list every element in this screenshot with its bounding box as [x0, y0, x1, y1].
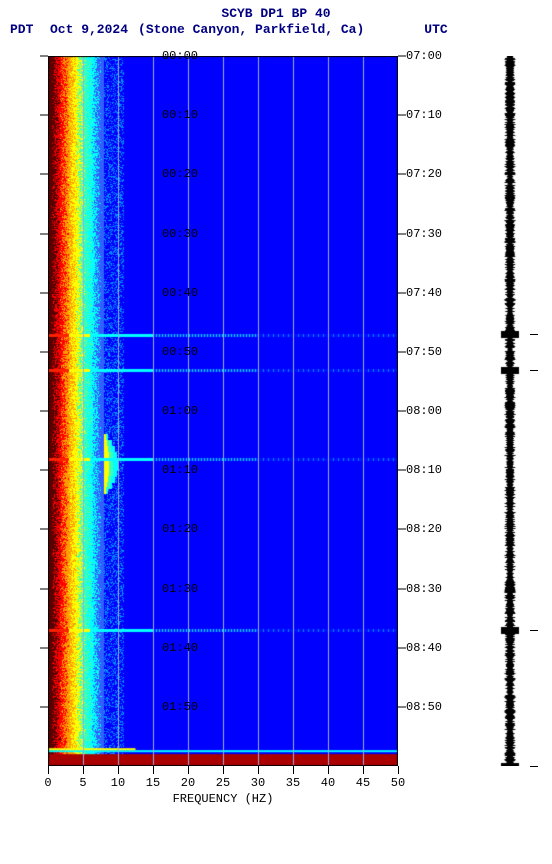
ytick-label-left: 00:00: [162, 49, 198, 63]
ytick-label-right: 07:30: [406, 227, 442, 241]
xtick-label: 10: [111, 776, 125, 790]
ytick-mark: [40, 351, 48, 352]
xtick: [153, 766, 154, 774]
x-axis: 05101520253035404550FREQUENCY (HZ): [48, 766, 398, 806]
ytick-mark: [40, 115, 48, 116]
trace-tick: [530, 766, 538, 767]
xtick-label: 15: [146, 776, 160, 790]
header-line2: PDT Oct 9,2024 (Stone Canyon, Parkfield,…: [0, 22, 552, 37]
ytick-mark: [40, 647, 48, 648]
ytick-label-left: 00:30: [162, 227, 198, 241]
xtick: [328, 766, 329, 774]
trace-tick: [530, 630, 538, 631]
ytick-label-left: 00:10: [162, 108, 198, 122]
tz-right: UTC: [424, 22, 447, 37]
ytick-label-left: 01:10: [162, 463, 198, 477]
xtick-label: 20: [181, 776, 195, 790]
ytick-label-right: 08:20: [406, 522, 442, 536]
xtick: [363, 766, 364, 774]
header-block: SCYB DP1 BP 40: [0, 0, 552, 22]
ytick-label-right: 07:20: [406, 167, 442, 181]
ytick-mark: [40, 174, 48, 175]
xtick-label: 40: [321, 776, 335, 790]
ytick-label-right: 08:50: [406, 700, 442, 714]
ytick-mark: [40, 588, 48, 589]
xtick-label: 5: [79, 776, 86, 790]
date: Oct 9,2024: [50, 22, 128, 37]
trace-tick: [530, 334, 538, 335]
station-line: SCYB DP1 BP 40: [0, 6, 552, 22]
location: (Stone Canyon, Parkfield, Ca): [138, 22, 364, 37]
spectrogram-chart: [48, 56, 398, 766]
ytick-mark: [398, 588, 406, 589]
xtick-label: 45: [356, 776, 370, 790]
ytick-label-left: 01:40: [162, 641, 198, 655]
xtick: [188, 766, 189, 774]
ytick-mark: [40, 233, 48, 234]
xtick: [223, 766, 224, 774]
ytick-mark: [40, 56, 48, 57]
xtick: [118, 766, 119, 774]
ytick-mark: [398, 292, 406, 293]
ytick-label-left: 01:20: [162, 522, 198, 536]
x-axis-label: FREQUENCY (HZ): [173, 792, 274, 806]
ytick-label-left: 01:00: [162, 404, 198, 418]
ytick-mark: [398, 174, 406, 175]
ytick-label-left: 01:30: [162, 582, 198, 596]
ytick-label-left: 01:50: [162, 700, 198, 714]
ytick-label-left: 00:40: [162, 286, 198, 300]
ytick-mark: [398, 706, 406, 707]
ytick-label-right: 08:30: [406, 582, 442, 596]
ytick-mark: [40, 292, 48, 293]
tz-left: PDT: [10, 22, 44, 37]
ytick-label-right: 07:50: [406, 345, 442, 359]
ytick-mark: [398, 115, 406, 116]
ytick-mark: [398, 351, 406, 352]
seismogram-trace: [490, 56, 530, 766]
trace-canvas: [490, 56, 530, 766]
xtick-label: 50: [391, 776, 405, 790]
xtick: [83, 766, 84, 774]
xtick: [398, 766, 399, 774]
ytick-mark: [40, 706, 48, 707]
ytick-mark: [398, 411, 406, 412]
ytick-label-left: 00:50: [162, 345, 198, 359]
ytick-mark: [40, 529, 48, 530]
ytick-label-right: 07:00: [406, 49, 442, 63]
ytick-label-right: 07:40: [406, 286, 442, 300]
xtick: [293, 766, 294, 774]
ytick-mark: [398, 647, 406, 648]
xtick: [258, 766, 259, 774]
xtick-label: 35: [286, 776, 300, 790]
ytick-mark: [40, 411, 48, 412]
ytick-label-right: 08:40: [406, 641, 442, 655]
trace-tick: [530, 370, 538, 371]
ytick-mark: [40, 470, 48, 471]
xtick-label: 25: [216, 776, 230, 790]
ytick-mark: [398, 470, 406, 471]
ytick-label-right: 07:10: [406, 108, 442, 122]
ytick-label-right: 08:10: [406, 463, 442, 477]
ytick-label-right: 08:00: [406, 404, 442, 418]
spectrogram-canvas: [48, 56, 398, 766]
ytick-mark: [398, 529, 406, 530]
xtick-label: 30: [251, 776, 265, 790]
ytick-mark: [398, 56, 406, 57]
xtick-label: 0: [44, 776, 51, 790]
xtick: [48, 766, 49, 774]
ytick-mark: [398, 233, 406, 234]
ytick-label-left: 00:20: [162, 167, 198, 181]
